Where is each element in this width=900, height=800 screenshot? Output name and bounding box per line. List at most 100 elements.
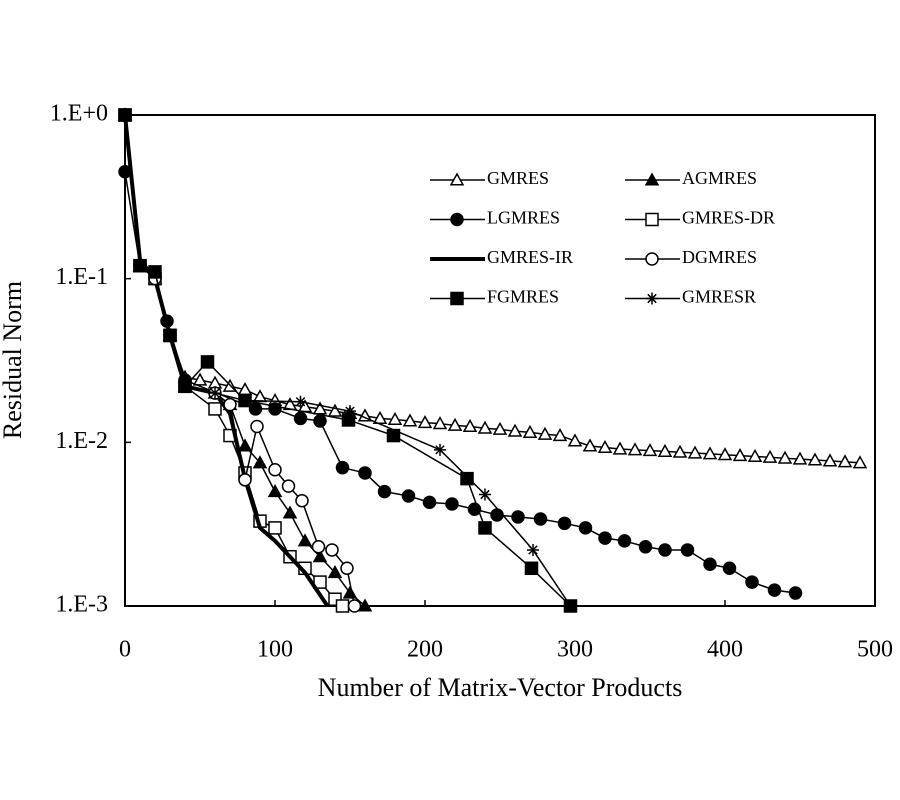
data-point [788, 586, 803, 600]
data-point [687, 445, 703, 459]
legend-label: GMRES-DR [682, 208, 775, 228]
data-point [511, 510, 525, 524]
data-point [200, 355, 215, 369]
series-line [124, 114, 572, 607]
plot-frame [124, 114, 876, 607]
data-point [578, 521, 593, 535]
data-point [552, 428, 568, 442]
data-point [522, 424, 538, 438]
data-point [732, 448, 748, 462]
data-point [311, 540, 326, 554]
data-point [119, 109, 131, 121]
data-point [293, 411, 308, 426]
data-point [312, 401, 328, 415]
data-point [208, 402, 222, 416]
data-point [657, 443, 673, 457]
data-point [582, 438, 598, 452]
data-point [325, 543, 339, 557]
data-point [597, 439, 613, 454]
data-point [209, 387, 221, 400]
data-point [762, 449, 778, 463]
data-point [598, 531, 612, 545]
data-point [282, 505, 298, 519]
data-point [387, 411, 403, 425]
x-tick-label: 0 [119, 637, 131, 663]
data-point [567, 433, 583, 447]
x-tick-label: 200 [407, 637, 443, 663]
data-point [357, 598, 373, 612]
series-line [124, 171, 796, 594]
data-point [335, 599, 350, 613]
data-point [281, 479, 296, 493]
legend-marker [644, 172, 660, 186]
data-point [149, 265, 161, 278]
data-point [537, 426, 553, 440]
legend-label: FGMRES [487, 287, 559, 307]
data-point [524, 561, 539, 576]
legend-label: DGMRES [682, 247, 757, 267]
data-point [402, 413, 418, 427]
legend-label: GMRES-IR [487, 247, 573, 267]
series-line [124, 114, 366, 607]
data-point [434, 443, 446, 456]
data-point [638, 540, 653, 554]
data-point [294, 395, 307, 408]
data-point [179, 380, 191, 393]
legend-label: AGMRES [682, 168, 757, 188]
data-point [252, 455, 268, 469]
data-point [268, 521, 282, 535]
x-tick-label: 400 [707, 637, 743, 663]
data-point [557, 516, 572, 531]
y-tick-label: 1.E-3 [55, 592, 108, 618]
data-point [767, 583, 782, 597]
data-point [342, 585, 358, 599]
data-point [527, 543, 539, 556]
data-point [612, 441, 628, 455]
data-point [533, 512, 548, 526]
data-point [347, 599, 362, 613]
legend-marker [450, 212, 464, 227]
data-point [327, 565, 343, 579]
data-point [267, 484, 283, 498]
data-point [617, 534, 632, 548]
data-point [722, 561, 737, 576]
data-point [377, 484, 392, 499]
series-line [124, 114, 356, 607]
y-tick-label: 1.E-2 [55, 428, 108, 454]
data-point [237, 438, 253, 452]
data-point [658, 543, 672, 557]
data-point [462, 418, 478, 433]
data-point [672, 444, 688, 458]
series-line [124, 114, 344, 607]
legend-marker [450, 291, 464, 306]
series-line [124, 114, 572, 607]
legend-marker [646, 292, 658, 305]
data-point [477, 420, 493, 434]
data-point [417, 415, 433, 429]
data-point [627, 442, 643, 456]
data-point [507, 423, 523, 437]
data-point [479, 488, 491, 501]
data-point [777, 450, 793, 464]
data-point [445, 497, 459, 511]
data-point [792, 451, 808, 465]
data-point [745, 575, 759, 589]
data-point [295, 493, 309, 508]
data-point [372, 410, 388, 424]
data-point [327, 403, 343, 417]
y-axis-label: Residual Norm [0, 281, 27, 439]
data-point [422, 495, 437, 510]
data-point [313, 575, 327, 589]
data-point [837, 454, 853, 468]
data-point [223, 397, 237, 412]
data-point [341, 413, 356, 427]
x-axis-label: Number of Matrix-Vector Products [318, 673, 683, 702]
data-point [164, 329, 176, 342]
legend-label: GMRESR [682, 287, 756, 307]
legend-marker [645, 252, 659, 266]
data-point [807, 452, 823, 466]
data-point [852, 455, 868, 469]
data-point [492, 421, 508, 435]
data-point [490, 508, 504, 522]
data-point [340, 561, 354, 576]
